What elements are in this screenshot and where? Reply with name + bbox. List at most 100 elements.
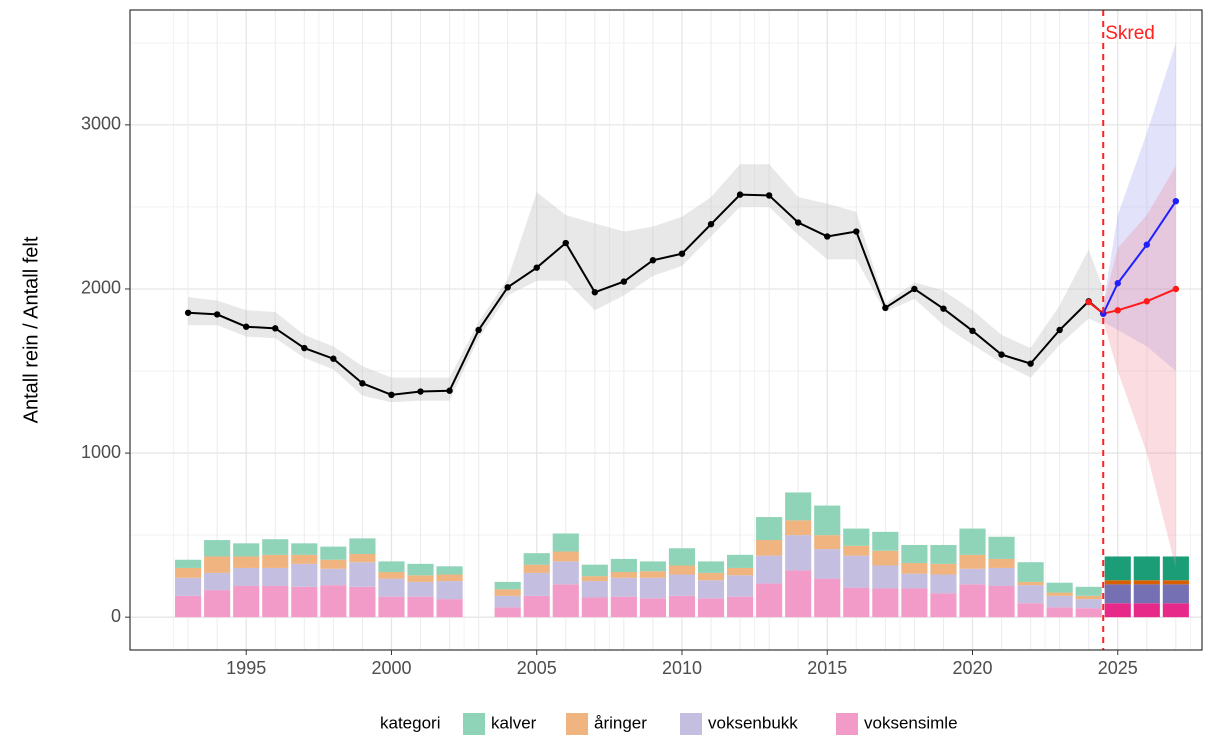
bar-segment — [349, 562, 376, 587]
legend-label: voksenbukk — [708, 713, 798, 732]
y-tick-label: 3000 — [81, 114, 121, 134]
bar-segment — [610, 558, 637, 573]
bar-segment — [523, 564, 550, 573]
bar-segment — [494, 607, 521, 618]
bar-segment — [1133, 580, 1160, 585]
bar-segment — [349, 538, 376, 554]
point — [940, 305, 947, 312]
bar-segment — [378, 596, 405, 618]
bar-segment — [1162, 603, 1189, 618]
bar-segment — [494, 589, 521, 596]
bar-segment — [668, 574, 696, 596]
line — [1102, 200, 1177, 315]
confidence-band — [1103, 42, 1176, 372]
bar-segment — [1104, 603, 1131, 618]
bar-segment — [959, 528, 986, 555]
confidence-band — [1103, 165, 1176, 568]
point — [504, 284, 511, 291]
legend-swatch — [566, 713, 588, 735]
bar-segment — [320, 585, 347, 618]
point — [1114, 307, 1121, 314]
bar-segment — [407, 563, 434, 576]
point — [388, 391, 395, 399]
bar-segment — [1046, 595, 1073, 608]
bar-segment — [233, 556, 260, 568]
point — [824, 233, 831, 240]
bar-segment — [668, 548, 696, 566]
bar-segment — [668, 565, 696, 575]
bar-segment — [1162, 584, 1189, 604]
point — [301, 344, 308, 352]
bar-segment — [814, 535, 841, 550]
bar-segment — [1075, 599, 1102, 609]
bar-segment — [668, 595, 696, 618]
bar-segment — [988, 536, 1015, 559]
x-tick-label: 2005 — [517, 658, 557, 678]
point — [243, 323, 250, 330]
bar-segment — [1104, 580, 1131, 585]
bar-segment — [581, 597, 608, 618]
point — [330, 355, 337, 362]
bar-segment — [697, 572, 725, 581]
bar-segment — [1104, 556, 1131, 581]
legend-label: kalver — [491, 713, 537, 732]
bar-segment — [843, 528, 870, 546]
bar-segment — [262, 539, 289, 555]
point — [1143, 241, 1151, 248]
x-tick-label: 1995 — [226, 658, 266, 678]
point — [417, 388, 424, 395]
bar-segment — [233, 567, 260, 586]
point — [707, 220, 715, 228]
bar-segment — [697, 580, 725, 599]
bar-segment — [639, 561, 666, 572]
bar-segment — [639, 577, 666, 599]
bar-segment — [349, 586, 376, 618]
bar-segment — [727, 554, 754, 568]
bar-segment — [727, 575, 754, 597]
bar-segment — [291, 543, 318, 555]
bar-segment — [204, 556, 231, 573]
bar-segment — [1075, 608, 1102, 618]
bar-segment — [1017, 603, 1044, 618]
bar-segment — [262, 586, 289, 618]
point — [213, 311, 221, 318]
bar-segment — [378, 578, 405, 597]
point — [1172, 285, 1180, 293]
bar-segment — [378, 561, 405, 573]
bar-segment — [320, 568, 347, 586]
bar-segment — [756, 540, 783, 556]
point — [794, 219, 802, 226]
bar-segment — [175, 577, 202, 596]
legend-label: voksensimle — [864, 713, 958, 732]
bar-segment — [552, 533, 579, 552]
bar-segment — [204, 590, 231, 618]
bar-segment — [349, 554, 376, 563]
point — [678, 250, 686, 257]
point — [969, 327, 976, 335]
bar-segment — [843, 587, 870, 618]
bar-segment — [204, 572, 231, 591]
y-tick-label: 0 — [111, 606, 121, 626]
bar-segment — [233, 543, 260, 557]
bar-segment — [785, 570, 812, 618]
bar-segment — [756, 583, 783, 618]
bar-segment — [1046, 607, 1073, 618]
bar-segment — [1017, 562, 1044, 582]
point — [272, 325, 279, 332]
bar-segment — [204, 540, 231, 557]
bar-segment — [494, 595, 521, 608]
bar-segment — [523, 595, 550, 618]
legend-label: åringer — [594, 713, 647, 732]
point — [1143, 298, 1151, 305]
bar-segment — [436, 566, 463, 575]
bar-segment — [581, 564, 608, 577]
bar-segment — [320, 559, 347, 569]
bar-segment — [552, 551, 579, 562]
bar-segment — [872, 550, 899, 566]
bar-segment — [727, 567, 754, 576]
confidence-band — [188, 164, 1104, 403]
bar-segment — [436, 599, 463, 618]
bar-segment — [901, 544, 928, 564]
bar-segment — [610, 596, 637, 618]
